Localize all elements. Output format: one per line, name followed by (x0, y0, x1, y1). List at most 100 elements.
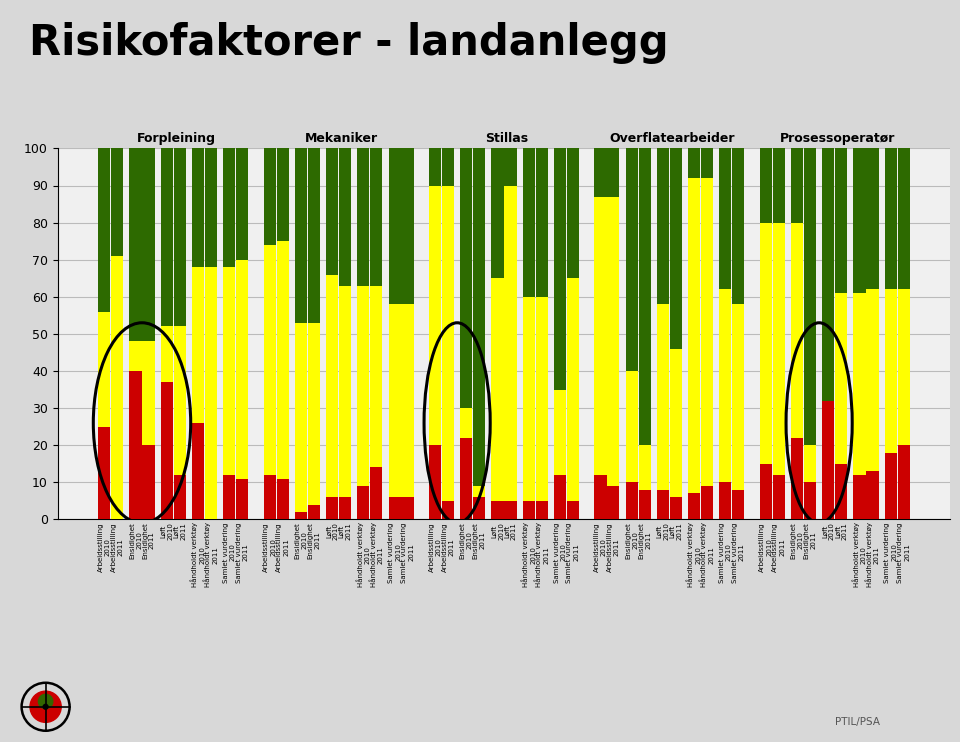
Bar (111, 256, 123, 519)
Bar (898, 148, 910, 289)
Bar (732, 304, 744, 490)
Bar (192, 267, 204, 423)
Bar (554, 148, 566, 390)
Bar (670, 148, 682, 349)
Bar (236, 479, 249, 519)
Bar (264, 245, 276, 475)
Bar (371, 148, 382, 286)
Bar (429, 445, 442, 519)
Bar (357, 286, 370, 486)
Bar (160, 148, 173, 326)
Bar (822, 401, 834, 519)
Bar (236, 260, 249, 479)
Bar (898, 289, 910, 445)
Bar (401, 148, 414, 304)
Text: Forpleining: Forpleining (136, 131, 216, 145)
Bar (522, 297, 535, 501)
Bar (759, 464, 772, 519)
Bar (371, 467, 382, 519)
Bar (98, 427, 110, 519)
Bar (670, 349, 682, 497)
Bar (160, 382, 173, 519)
Bar (223, 267, 235, 475)
Bar (130, 371, 142, 519)
Bar (339, 148, 351, 286)
Bar (98, 312, 110, 427)
Bar (853, 293, 866, 475)
Bar (142, 445, 155, 519)
Bar (223, 475, 235, 519)
Bar (853, 475, 866, 519)
Bar (804, 482, 816, 519)
Bar (719, 148, 732, 289)
Bar (804, 445, 816, 482)
Bar (638, 445, 651, 490)
Bar (276, 479, 289, 519)
Bar (357, 148, 370, 286)
Bar (276, 241, 289, 479)
Bar (804, 148, 816, 445)
Bar (536, 297, 548, 501)
Bar (638, 148, 651, 445)
Bar (608, 148, 619, 197)
Bar (371, 286, 382, 467)
Bar (701, 178, 713, 486)
Bar (460, 438, 472, 519)
Bar (608, 486, 619, 519)
Bar (326, 497, 338, 519)
Bar (295, 323, 307, 512)
Bar (236, 148, 249, 260)
Bar (626, 482, 637, 519)
Bar (608, 197, 619, 486)
Bar (522, 501, 535, 519)
Bar (492, 278, 504, 501)
Bar (389, 148, 400, 304)
Bar (719, 289, 732, 482)
Bar (276, 148, 289, 241)
Circle shape (30, 691, 61, 723)
Bar (504, 501, 516, 519)
Bar (174, 475, 186, 519)
Bar (835, 148, 848, 293)
Bar (401, 304, 414, 497)
Bar (130, 148, 142, 341)
Bar (174, 148, 186, 326)
Bar (759, 223, 772, 464)
Text: Stillas: Stillas (486, 131, 529, 145)
Bar (626, 148, 637, 371)
Bar (504, 186, 516, 501)
Bar (442, 186, 454, 501)
Bar (339, 286, 351, 497)
Bar (264, 148, 276, 245)
Bar (389, 497, 400, 519)
Text: Overflatearbeider: Overflatearbeider (610, 131, 735, 145)
Bar (791, 223, 804, 438)
Bar (791, 438, 804, 519)
Text: PTIL/PSA: PTIL/PSA (835, 718, 880, 727)
Bar (701, 148, 713, 178)
Bar (429, 186, 442, 445)
Bar (442, 148, 454, 186)
Bar (554, 475, 566, 519)
Bar (98, 148, 110, 312)
Bar (885, 289, 897, 453)
Bar (594, 475, 607, 519)
Bar (701, 486, 713, 519)
Bar (295, 148, 307, 323)
Bar (773, 148, 785, 223)
Bar (442, 501, 454, 519)
Text: Mekaniker: Mekaniker (305, 131, 378, 145)
Bar (688, 148, 700, 178)
Bar (732, 490, 744, 519)
Text: Prosessoperatør: Prosessoperatør (780, 131, 896, 145)
Bar (192, 148, 204, 267)
Bar (773, 223, 785, 475)
Bar (130, 341, 142, 371)
Bar (308, 148, 320, 323)
Bar (142, 341, 155, 445)
Bar (566, 148, 579, 278)
Bar (192, 423, 204, 519)
Bar (594, 148, 607, 197)
Bar (657, 490, 669, 519)
Bar (626, 371, 637, 482)
